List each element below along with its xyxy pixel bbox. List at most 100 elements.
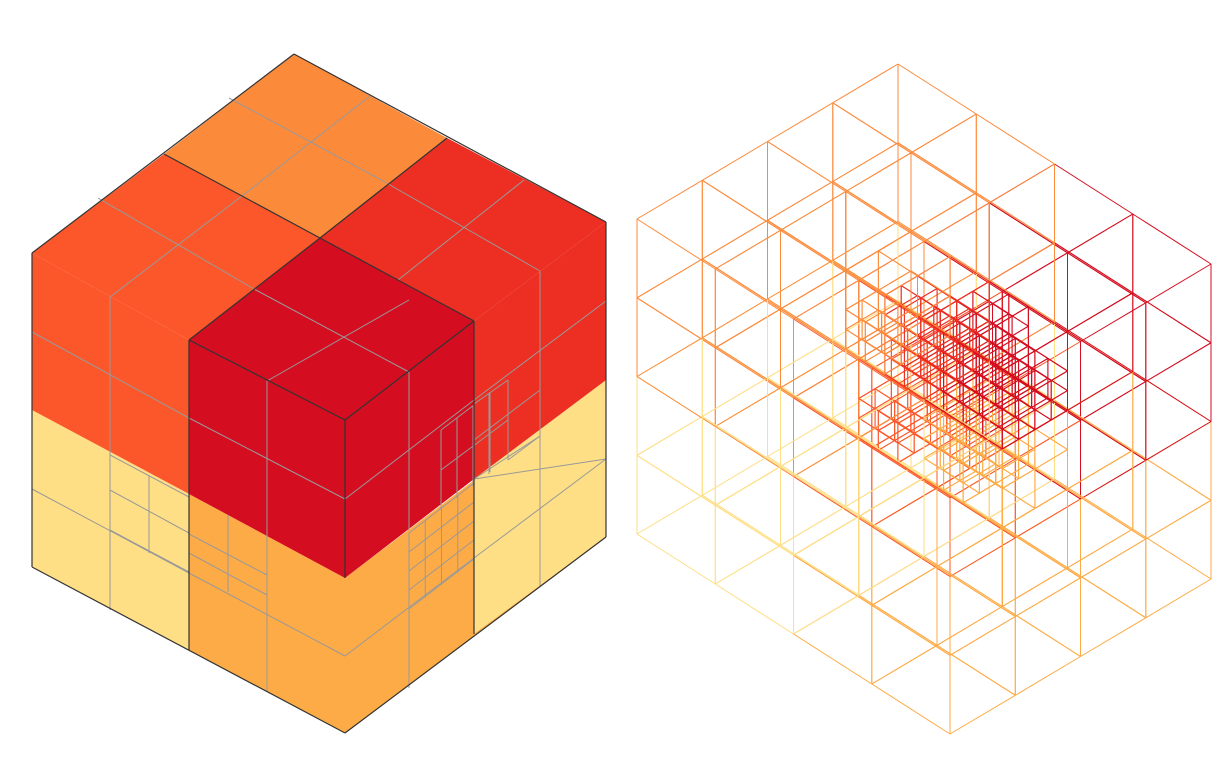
octree-cell <box>871 644 938 685</box>
subdivision-line <box>31 488 190 574</box>
octree-refined-cell <box>874 398 892 409</box>
octree-refined-cell <box>910 420 928 432</box>
octree-refined-cell <box>943 480 961 491</box>
octree-refined-cell <box>910 231 951 257</box>
octree-cell <box>702 258 781 310</box>
octree-cell <box>767 456 847 507</box>
octree-cell <box>897 142 977 194</box>
octree-refined-cell <box>845 427 925 479</box>
octree-refined-cell <box>920 366 938 378</box>
octree-refined-cell <box>992 391 1010 403</box>
octree-refined-cell <box>894 440 915 454</box>
octree-cell <box>1054 399 1134 451</box>
octree-refined-cell <box>995 394 1013 406</box>
octree-refined-cell <box>953 327 970 339</box>
octree-cell <box>845 152 912 192</box>
octree-refined-cell <box>940 320 957 331</box>
octree-refined-cell <box>979 404 997 415</box>
octree-refined-cell <box>1031 397 1049 408</box>
octree-refined-cell <box>966 436 983 447</box>
subdivision-line <box>188 552 268 596</box>
octree-refined-cell <box>900 295 918 306</box>
octree-refined-cell <box>975 431 997 445</box>
octree-refined-cell <box>874 427 895 442</box>
subdivision-line <box>188 417 346 500</box>
octree-cell <box>936 606 1003 646</box>
octree-refined-cell <box>917 334 951 356</box>
octree-refined-cell <box>884 363 902 375</box>
octree-refined-cell <box>995 374 1013 386</box>
octree-refined-cell <box>897 452 915 464</box>
octree-refined-cell <box>1002 478 1019 489</box>
octree-refined-cell <box>979 423 997 435</box>
octree-refined-cell <box>972 379 990 391</box>
octree-refined-cell <box>904 317 922 328</box>
octree-refined-cell <box>940 388 961 403</box>
cube-edge <box>344 536 607 734</box>
octree-refined-cell <box>982 475 1003 489</box>
octree-refined-cell <box>982 436 1003 450</box>
subdivision-line <box>382 180 541 272</box>
octree-refined-cell <box>845 269 886 296</box>
octree-refined-cell <box>1011 306 1029 317</box>
octree-refined-cell <box>917 324 935 336</box>
octree-cell <box>845 467 912 507</box>
octree-refined-cell <box>943 450 964 464</box>
octree-cell <box>910 192 977 232</box>
octree-refined-cell <box>979 345 997 356</box>
octree-refined-cell <box>1050 390 1068 401</box>
octree-refined-cell <box>907 378 925 390</box>
octree-refined-cell <box>920 327 938 338</box>
octree-cell <box>636 494 703 535</box>
octree-refined-cell <box>982 465 1000 477</box>
cube-edge <box>163 153 321 239</box>
octree-refined-cell <box>910 361 928 373</box>
octree-cell <box>715 347 794 399</box>
octree-cell <box>1002 606 1081 657</box>
octree-cell <box>702 141 768 181</box>
octree-cell <box>976 113 1055 165</box>
octree-cell <box>845 506 925 557</box>
octree-refined-cell <box>959 480 980 494</box>
octree-refined-cell <box>1011 404 1029 416</box>
octree-refined-cell <box>943 411 964 425</box>
octree-cell <box>1054 478 1134 530</box>
octree-cell <box>1145 263 1212 304</box>
octree-refined-cell <box>1050 409 1068 421</box>
subdivision-line <box>473 300 607 401</box>
octree-refined-cell <box>979 325 997 337</box>
octree-cell <box>702 337 781 389</box>
octree-refined-cell <box>845 250 879 271</box>
octree-cell <box>989 242 1055 282</box>
octree-refined-cell <box>959 411 977 422</box>
octree-refined-cell <box>923 408 941 420</box>
octree-cell <box>1132 292 1212 344</box>
octree-refined-cell <box>923 398 944 412</box>
octree-refined-cell <box>904 297 922 309</box>
octree-refined-cell <box>910 381 928 392</box>
octree-refined-cell <box>1011 424 1029 435</box>
octree-refined-cell <box>1008 293 1029 307</box>
octree-refined-cell <box>1018 350 1036 362</box>
octree-cell <box>871 566 938 606</box>
octree-cell <box>780 544 860 596</box>
octree-refined-cell <box>920 287 938 299</box>
octree-cell <box>923 517 990 557</box>
octree-cell <box>832 378 899 419</box>
octree-refined-cell <box>910 401 928 412</box>
octree-refined-cell <box>894 391 912 402</box>
octree-refined-cell <box>1002 399 1019 411</box>
octree-cell <box>715 504 794 556</box>
octree-refined-cell <box>962 453 980 464</box>
octree-cell <box>1015 419 1081 460</box>
octree-refined-cell <box>927 332 944 343</box>
octree-refined-cell <box>998 456 1016 467</box>
octree-refined-cell <box>943 322 961 334</box>
octree-refined-cell <box>956 418 977 432</box>
octree-refined-cell <box>949 256 990 282</box>
octree-refined-cell <box>1002 507 1036 529</box>
octree-refined-cell <box>891 349 908 360</box>
octree-refined-cell <box>982 406 1000 418</box>
octree-cell <box>989 163 1055 204</box>
octree-refined-cell <box>858 378 892 399</box>
